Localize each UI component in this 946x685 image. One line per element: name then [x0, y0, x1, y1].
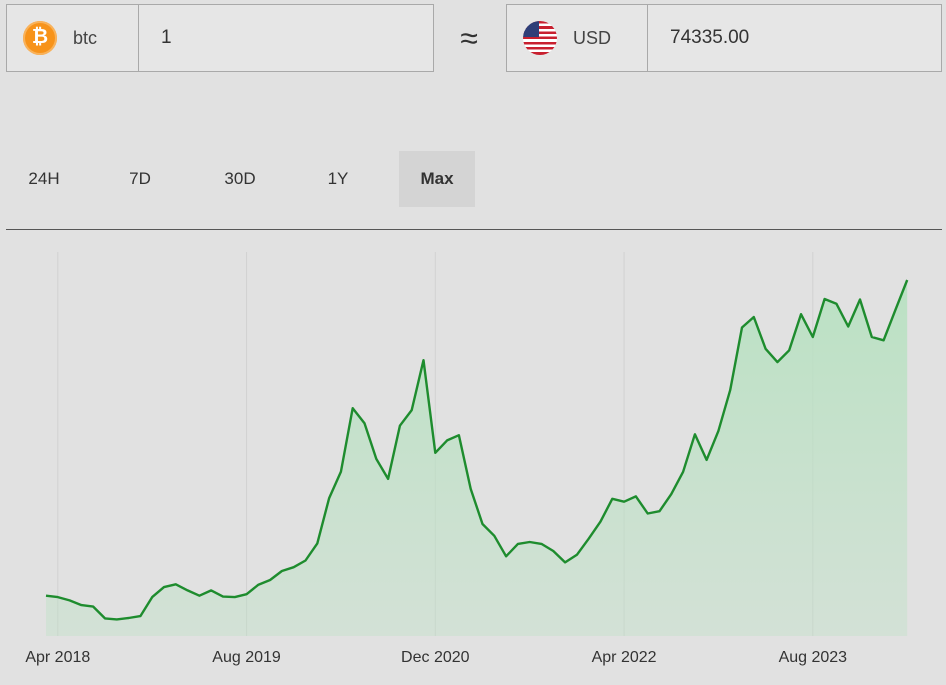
to-amount-input[interactable]: 74335.00: [648, 5, 941, 71]
us-flag-icon: [523, 21, 557, 55]
divider: [6, 229, 942, 230]
tab-max[interactable]: Max: [399, 151, 475, 207]
to-currency-code: USD: [573, 28, 611, 49]
to-currency-selector[interactable]: USD: [507, 5, 648, 71]
x-tick-label-3: Apr 2022: [592, 649, 657, 666]
from-amount-input[interactable]: 1: [139, 5, 433, 71]
from-currency-code: btc: [73, 28, 97, 49]
x-tick-label-1: Aug 2019: [212, 649, 281, 666]
tab-24h[interactable]: 24H: [6, 151, 82, 207]
tab-1y[interactable]: 1Y: [300, 151, 376, 207]
price-chart: Apr 2018 Aug 2019 Dec 2020 Apr 2022 Aug 2023: [0, 240, 946, 685]
bitcoin-icon: ₿: [23, 21, 57, 55]
x-tick-label-4: Aug 2023: [779, 649, 848, 666]
approx-equal-icon: ≈: [452, 20, 486, 57]
price-area: [46, 280, 907, 636]
tab-7d[interactable]: 7D: [102, 151, 178, 207]
to-currency-converter: USD 74335.00: [506, 4, 942, 72]
from-currency-selector[interactable]: ₿ btc: [7, 5, 139, 71]
x-tick-label-0: Apr 2018: [25, 649, 90, 666]
x-tick-label-2: Dec 2020: [401, 649, 470, 666]
from-currency-converter: ₿ btc 1: [6, 4, 434, 72]
tab-30d[interactable]: 30D: [202, 151, 278, 207]
